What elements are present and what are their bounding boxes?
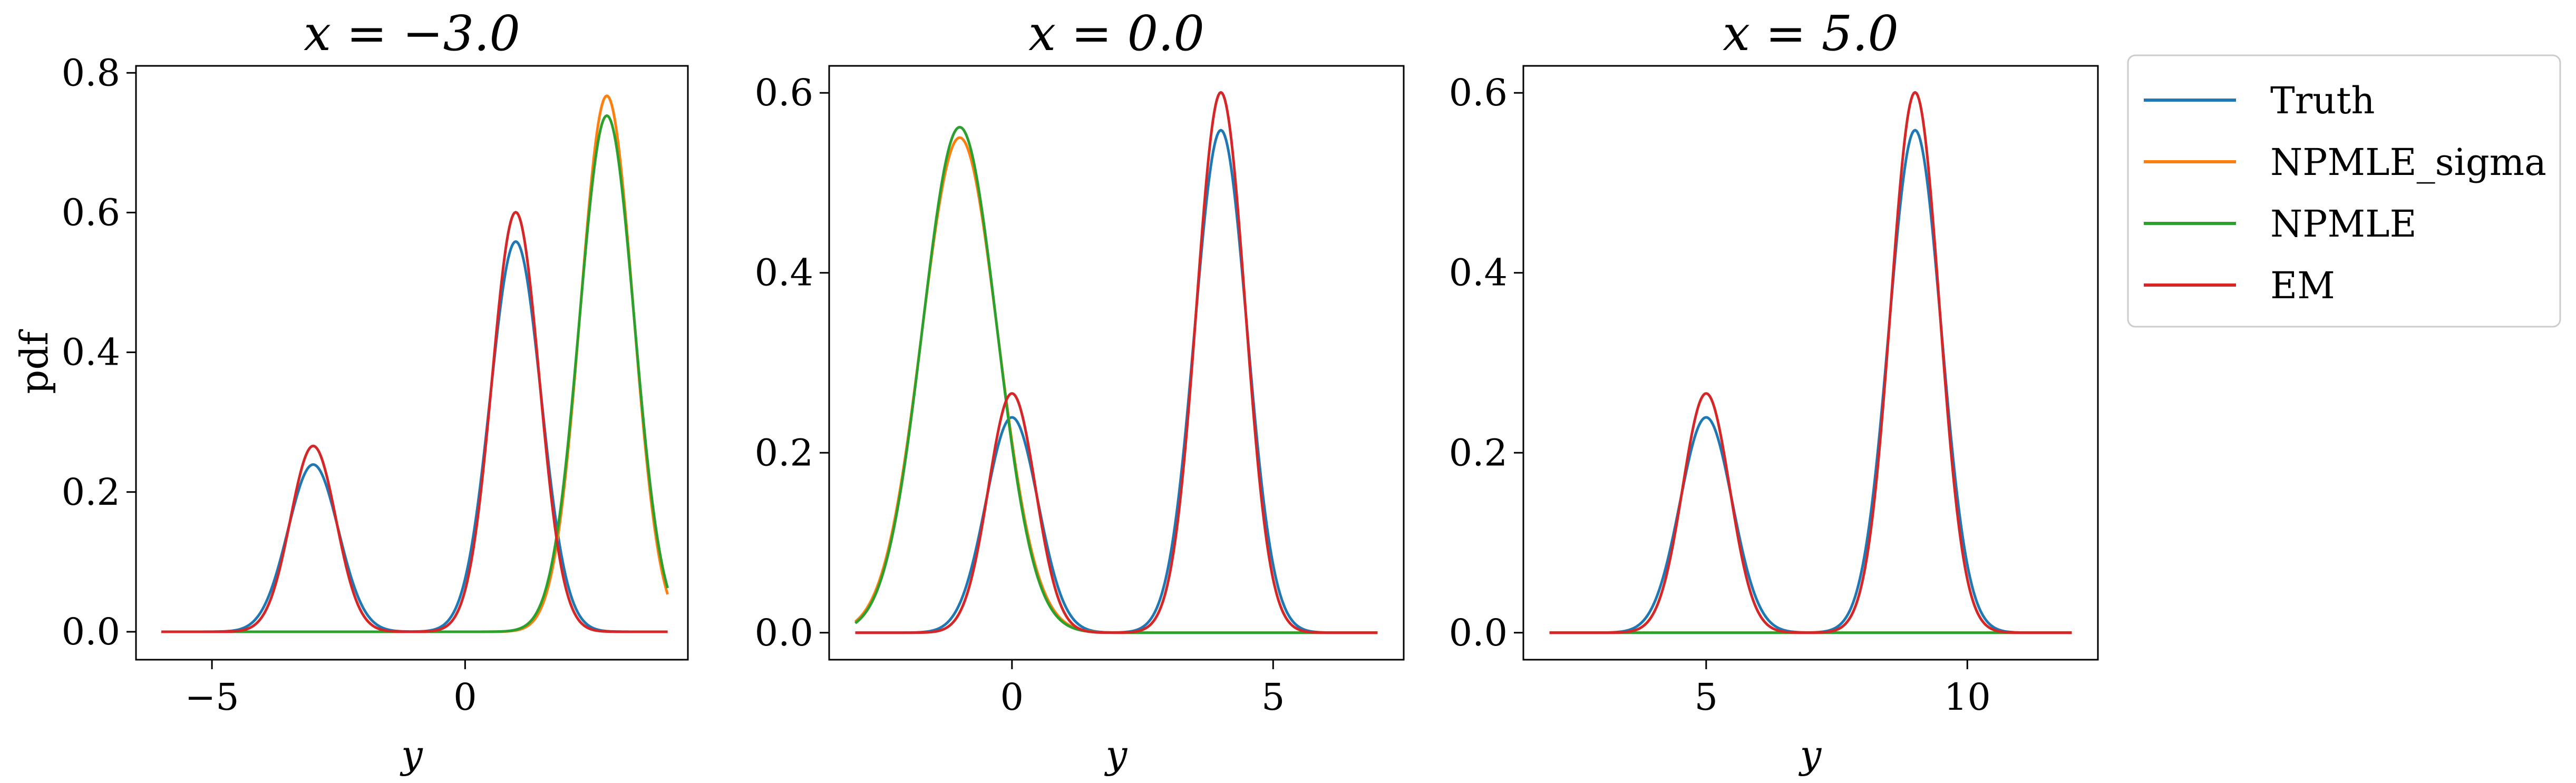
y-tick-label: 0.2 xyxy=(62,471,120,514)
chart-title: x = −3.0 xyxy=(304,5,520,62)
chart-title: x = 5.0 xyxy=(1723,5,1899,62)
legend-item: EM xyxy=(2144,264,2335,307)
y-tick-label: 0.4 xyxy=(1449,251,1508,295)
series-group xyxy=(854,91,1378,634)
series-line-npmle-sigma xyxy=(854,136,1378,634)
x-tick-label: 5 xyxy=(1695,676,1718,719)
y-tick-label: 0.4 xyxy=(62,331,120,374)
y-tick-label: 0.0 xyxy=(755,611,813,654)
series-line-em xyxy=(855,91,1378,634)
chart-panel-2: 0 5 0.0 0.2 0.4 0.6 x = 0.0 y xyxy=(755,5,1405,777)
y-tick-label: 0.4 xyxy=(755,251,813,295)
legend-item: NPMLE_sigma xyxy=(2144,141,2546,184)
x-tick-label: 0 xyxy=(453,676,477,719)
series-line-em xyxy=(161,211,668,633)
legend: Truth NPMLE_sigma NPMLE EM xyxy=(2127,54,2561,328)
legend-item: Truth xyxy=(2144,79,2375,122)
series-line-em xyxy=(1549,91,2072,634)
y-tick-label: 0.2 xyxy=(1449,431,1508,474)
x-tick-label: 5 xyxy=(1261,676,1285,719)
y-tick-label: 0.0 xyxy=(1449,611,1508,654)
plot-frame xyxy=(1522,65,2099,661)
x-tick-label: 0 xyxy=(1000,676,1024,719)
legend-label: Truth xyxy=(2270,79,2375,122)
x-tick-label: −5 xyxy=(184,676,239,719)
x-axis-label: y xyxy=(400,732,423,777)
chart-title: x = 0.0 xyxy=(1028,5,1204,62)
legend-label: EM xyxy=(2270,264,2335,307)
y-tick-label: 0.6 xyxy=(755,71,813,114)
y-tick-label: 0.0 xyxy=(62,610,120,653)
legend-label: NPMLE_sigma xyxy=(2270,141,2546,184)
series-group xyxy=(161,94,669,633)
chart-panel-1: −5 0 0.0 0.2 0.4 0.6 0.8 x = −3.0 y pdf xyxy=(12,5,689,777)
y-tick-label: 0.2 xyxy=(755,431,813,474)
x-axis-label: y xyxy=(1104,732,1128,777)
series-line-truth xyxy=(1549,129,2072,634)
y-tick-label: 0.6 xyxy=(62,191,120,234)
series-group xyxy=(1549,91,2072,634)
chart-panel-3: 5 10 0.0 0.2 0.4 0.6 x = 5.0 y xyxy=(1449,5,2099,777)
y-axis-label: pdf xyxy=(12,329,56,394)
series-line-truth xyxy=(161,240,668,633)
legend-frame xyxy=(2127,54,2561,328)
series-line-npmle xyxy=(161,114,669,633)
legend-item: NPMLE xyxy=(2144,202,2417,246)
y-tick-label: 0.8 xyxy=(62,51,120,94)
x-axis-label: y xyxy=(1799,732,1822,777)
series-line-npmle xyxy=(854,125,1378,634)
series-line-npmle-sigma xyxy=(161,94,669,633)
legend-label: NPMLE xyxy=(2270,202,2417,246)
y-tick-label: 0.6 xyxy=(1449,71,1508,114)
plot-frame xyxy=(828,65,1405,661)
series-line-truth xyxy=(855,129,1378,634)
plot-frame xyxy=(135,65,689,661)
x-tick-label: 10 xyxy=(1944,676,1991,719)
